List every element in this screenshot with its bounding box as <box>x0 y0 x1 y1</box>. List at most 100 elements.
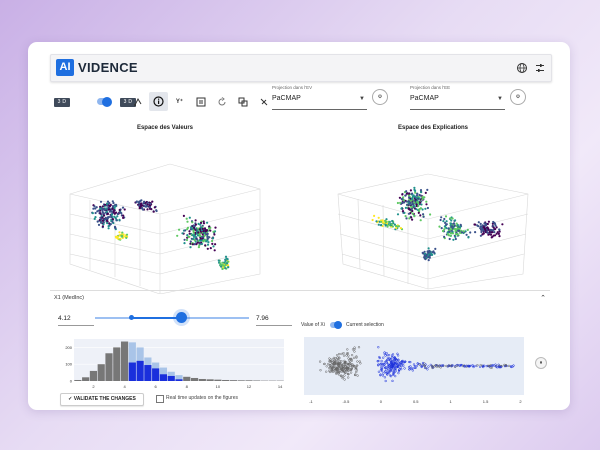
beeswarm-point <box>355 356 358 359</box>
refresh-icon[interactable] <box>212 92 231 111</box>
scatter-point <box>409 189 412 192</box>
scatter-point <box>408 217 411 220</box>
scatter-point <box>384 223 387 227</box>
scatter-point <box>485 223 488 227</box>
beeswarm-point <box>400 363 403 366</box>
layers-icon[interactable] <box>191 92 210 111</box>
beeswarm-point <box>497 365 501 369</box>
scatter-point <box>411 218 414 221</box>
beeswarm-x-tick: 0 <box>380 399 383 404</box>
scatter-point <box>97 209 100 212</box>
globe-icon[interactable] <box>515 61 529 75</box>
beeswarm-point <box>387 369 390 373</box>
scatter-point <box>487 227 490 230</box>
beeswarm-point <box>352 364 356 368</box>
clear-icon[interactable] <box>254 92 273 111</box>
pause-icon[interactable]: ⏸ <box>535 357 547 369</box>
beeswarm-x-tick: 0.5 <box>413 399 419 404</box>
beeswarm-point <box>346 362 350 365</box>
values-3d-scatter[interactable] <box>50 134 280 294</box>
slider-min-thumb[interactable] <box>129 315 134 320</box>
beeswarm-point <box>397 369 401 373</box>
scatter-point <box>445 220 448 223</box>
info-icon[interactable] <box>149 92 168 111</box>
copy-icon[interactable] <box>233 92 252 111</box>
beeswarm-point <box>510 365 513 369</box>
scatter-point <box>454 232 457 236</box>
scatter-point <box>206 233 209 236</box>
range-slider[interactable] <box>95 312 249 323</box>
histogram-chart[interactable]: 0 100 200 2 4 6 8 10 12 14 <box>58 335 288 391</box>
projection-ev-select[interactable]: Projection dans l'EV PaCMAP ▼ <box>272 85 367 110</box>
realtime-checkbox[interactable] <box>156 395 164 403</box>
explanations-3d-scatter[interactable] <box>318 134 548 294</box>
beeswarm-point <box>355 355 358 358</box>
beeswarm-point <box>445 364 448 368</box>
beeswarm-point <box>389 359 392 362</box>
chevron-up-icon[interactable]: ⌃ <box>540 295 546 302</box>
beeswarm-point <box>398 368 401 371</box>
projection-ee-value: PaCMAP <box>410 95 439 102</box>
validate-changes-button[interactable]: ✓ VALIDATE THE CHANGES <box>60 393 144 406</box>
scatter-point <box>460 231 464 234</box>
scatter-point <box>480 225 483 228</box>
beeswarm-point <box>350 353 354 357</box>
beeswarm-point <box>498 365 501 369</box>
beeswarm-point <box>325 370 328 373</box>
beeswarm-x-tick: 1.5 <box>483 399 489 404</box>
beeswarm-point <box>353 373 357 377</box>
beeswarm-point <box>467 365 471 368</box>
beeswarm-point <box>392 371 395 375</box>
scatter-point <box>121 231 124 234</box>
beeswarm-point <box>416 362 419 365</box>
scatter-point <box>495 226 498 229</box>
min-value-underline <box>58 325 94 326</box>
beeswarm-point <box>394 374 397 378</box>
beeswarm-point <box>394 369 397 373</box>
scatter-point <box>224 264 227 267</box>
scatter-point <box>194 219 197 222</box>
histogram-bar <box>253 380 261 381</box>
dimension-toggle[interactable] <box>97 96 112 107</box>
scatter-point <box>203 231 206 235</box>
scatter-point <box>102 221 105 224</box>
histogram-selected-bar <box>136 360 144 381</box>
scatter-point <box>94 211 97 215</box>
beeswarm-point <box>475 364 478 368</box>
projection-ev-settings-button[interactable]: ⚙ <box>372 89 388 105</box>
values-space-plot[interactable]: Espace des Valeurs <box>50 120 280 294</box>
scatter-point <box>192 224 195 227</box>
beeswarm-point <box>356 374 359 377</box>
slider-max-thumb[interactable] <box>176 312 187 323</box>
scatter-point <box>496 231 499 234</box>
beeswarm-point <box>343 378 346 381</box>
selection-toggle[interactable] <box>330 321 342 329</box>
scatter-point <box>113 207 116 210</box>
beeswarm-point <box>503 363 506 367</box>
scatter-point <box>454 235 457 238</box>
scatter-point <box>492 234 495 237</box>
explanations-space-plot[interactable]: Espace des Explications <box>318 120 548 290</box>
scatter-point <box>206 235 209 238</box>
projection-ee-settings-button[interactable]: ⚙ <box>510 89 526 105</box>
scatter-point <box>211 242 214 245</box>
beeswarm-point <box>334 361 338 365</box>
max-value[interactable]: 7.96 <box>256 315 269 322</box>
projection-ee-select[interactable]: Projection dans l'EE PaCMAP ▼ <box>410 85 505 110</box>
min-value[interactable]: 4.12 <box>58 315 71 322</box>
scatter-point <box>426 206 429 210</box>
scatter-point <box>113 212 116 215</box>
beeswarm-point <box>393 367 397 371</box>
beeswarm-point <box>400 361 404 364</box>
lasso-icon[interactable] <box>128 92 147 111</box>
histogram-selected-bar <box>167 375 175 381</box>
scatter-point <box>208 236 211 239</box>
histogram-bar <box>245 380 253 381</box>
beeswarm-point <box>343 359 346 363</box>
sliders-icon[interactable] <box>533 61 547 75</box>
y-axis-icon[interactable]: Y⁺ <box>175 99 184 105</box>
scatter-point <box>402 199 405 202</box>
beeswarm-point <box>382 363 385 366</box>
beeswarm-chart[interactable]: -1 -0.5 0 0.5 1 1.5 2 <box>298 335 528 405</box>
scatter-point <box>418 193 421 197</box>
